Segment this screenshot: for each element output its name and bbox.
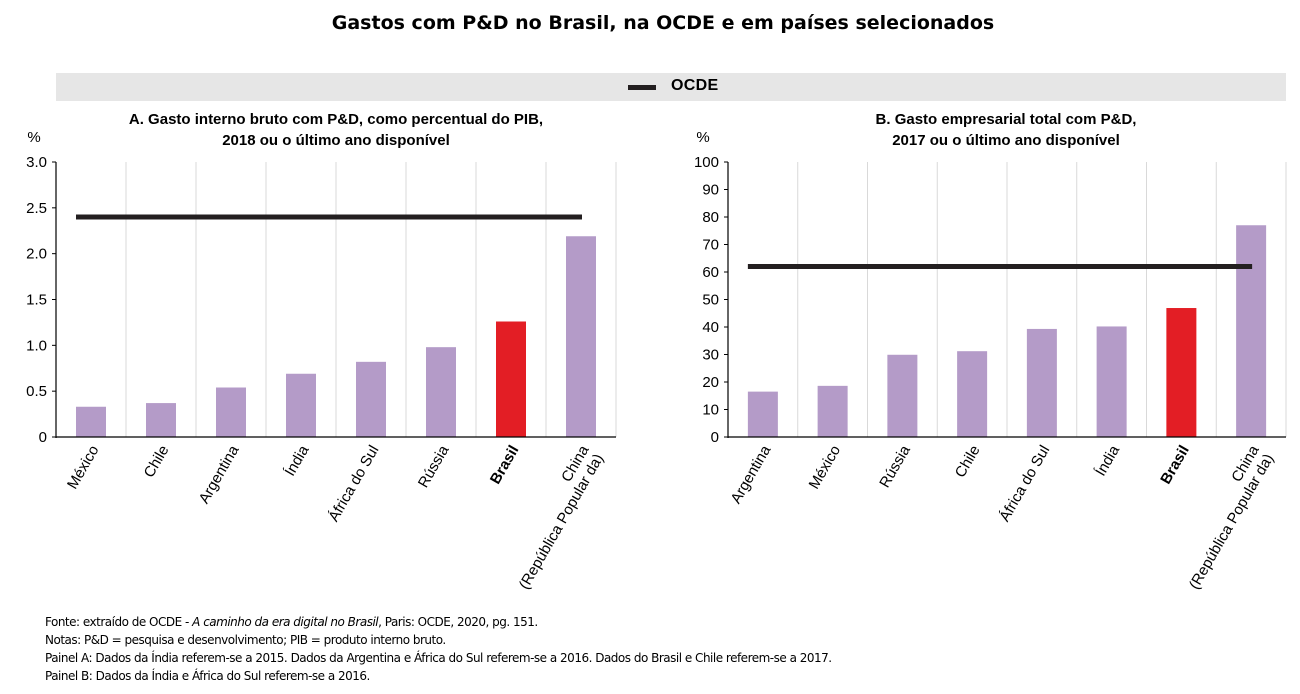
x-tick-label-line: Rússia <box>876 442 914 491</box>
x-tick-label: Chile <box>952 443 984 481</box>
x-tick-label-line: Argentina <box>728 442 775 507</box>
bar <box>1097 326 1127 437</box>
chart-panel-b: B. Gasto empresarial total com P&D, 2017 … <box>0 0 1300 600</box>
footnote-notes: Notas: P&D = pesquisa e desenvolvimento;… <box>45 631 832 649</box>
chart-title-line: 2017 ou o último ano disponível <box>892 132 1120 149</box>
footnote-panel-b: Painel B: Dados da Índia e África do Sul… <box>45 667 832 685</box>
y-tick-label: 20 <box>702 374 719 391</box>
bar <box>1236 225 1266 437</box>
x-tick-label: Rússia <box>876 442 914 491</box>
y-axis-unit: % <box>696 129 709 146</box>
footnotes: Fonte: extraído de OCDE - A caminho da e… <box>45 613 832 685</box>
y-tick-label: 80 <box>702 209 719 226</box>
y-tick-label: 50 <box>702 292 719 309</box>
y-tick-label: 0 <box>711 429 719 446</box>
chart-title-line: B. Gasto empresarial total com P&D, <box>876 111 1137 128</box>
y-tick-label: 60 <box>702 264 719 281</box>
y-tick-label: 10 <box>702 402 719 419</box>
bar <box>1166 308 1196 437</box>
x-tick-label-line: Chile <box>952 443 984 481</box>
bar <box>1027 329 1057 437</box>
x-tick-label: México <box>806 443 844 493</box>
x-tick-label: Índia <box>1092 442 1123 479</box>
bar <box>818 386 848 437</box>
x-tick-label-line: Brasil <box>1157 443 1193 488</box>
x-tick-label: África do Sul <box>996 443 1053 525</box>
bar <box>748 392 778 437</box>
y-tick-label: 30 <box>702 347 719 364</box>
y-tick-label: 40 <box>702 319 719 336</box>
x-tick-label: Brasil <box>1157 443 1193 488</box>
bar <box>957 351 987 437</box>
x-tick-label: China(República Popular da) <box>1171 442 1277 592</box>
footnote-source: Fonte: extraído de OCDE - A caminho da e… <box>45 613 832 631</box>
x-tick-label: Argentina <box>728 442 775 507</box>
bar <box>887 355 917 437</box>
x-tick-label-line: Índia <box>1092 442 1123 479</box>
y-tick-label: 70 <box>702 237 719 254</box>
footnote-panel-a: Painel A: Dados da Índia referem-se a 20… <box>45 649 832 667</box>
y-tick-label: 90 <box>702 182 719 199</box>
x-tick-label-line: México <box>806 443 844 493</box>
y-tick-label: 100 <box>694 154 719 171</box>
x-tick-label-line: África do Sul <box>996 443 1053 525</box>
